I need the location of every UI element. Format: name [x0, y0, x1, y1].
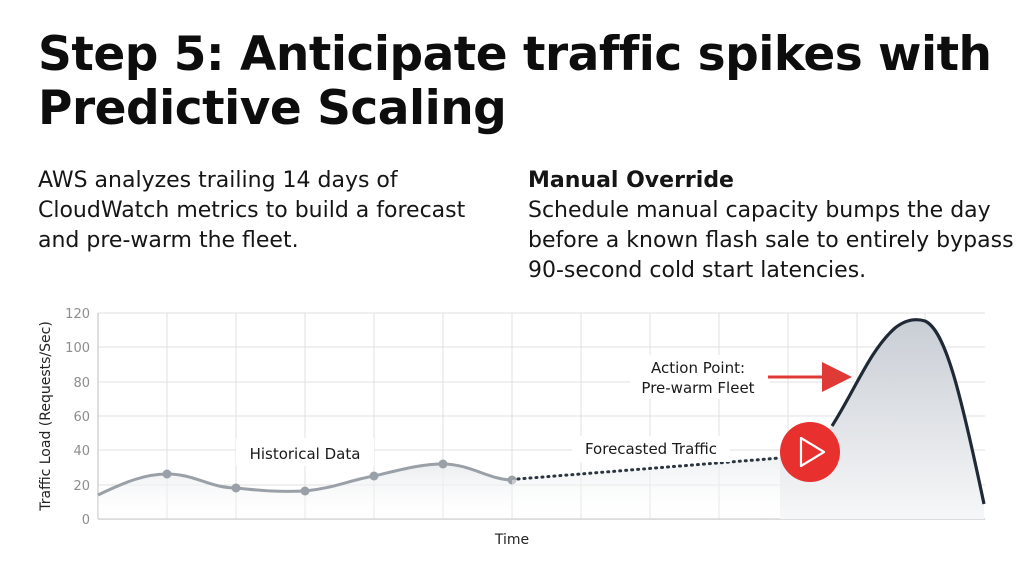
y-axis-label: Traffic Load (Requests/Sec) — [38, 321, 54, 512]
x-axis-label: Time — [494, 532, 529, 548]
spike-area — [780, 319, 984, 519]
page-title: Step 5: Anticipate traffic spikes with P… — [38, 27, 992, 136]
historical-markers — [162, 459, 517, 496]
y-tick-120: 120 — [65, 307, 90, 322]
spike-line — [830, 318, 986, 505]
description-text: AWS analyzes trailing 14 days of CloudWa… — [38, 168, 466, 253]
action-point-label-line1: Action Point: — [651, 359, 745, 377]
forecast-line — [516, 456, 782, 481]
y-tick-labels: 0 20 40 60 80 100 120 — [65, 307, 90, 528]
forecasted-traffic-label: Forecasted Traffic — [585, 440, 717, 458]
y-tick-0: 0 — [82, 513, 90, 528]
y-tick-80: 80 — [73, 376, 90, 391]
historical-data-label: Historical Data — [250, 445, 361, 463]
y-tick-40: 40 — [73, 444, 90, 459]
manual-override-block: Manual Override Schedule manual capacity… — [528, 166, 1018, 286]
manual-override-body: Schedule manual capacity bumps the day b… — [528, 198, 1014, 283]
forecast-area — [512, 458, 780, 519]
y-tick-100: 100 — [65, 341, 90, 356]
action-point-label-line2: Pre-warm Fleet — [641, 379, 754, 397]
manual-override-heading: Manual Override — [528, 168, 734, 193]
y-tick-60: 60 — [73, 410, 90, 425]
play-circle-icon — [780, 422, 840, 482]
y-tick-20: 20 — [73, 479, 90, 494]
